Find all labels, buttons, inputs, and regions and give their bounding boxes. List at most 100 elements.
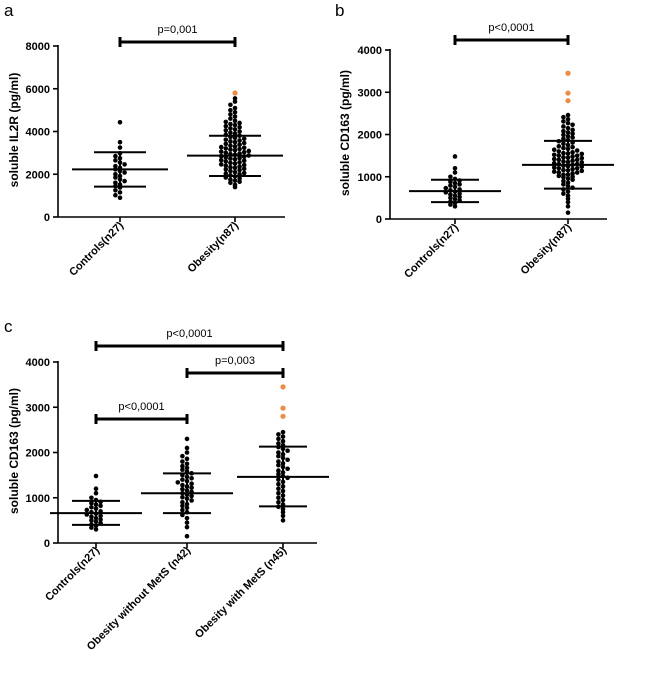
data-point [223,150,229,156]
data-point [223,163,229,168]
data-point [223,159,229,164]
data-point [180,507,185,513]
data-point [175,480,181,485]
data-point [443,185,449,191]
data-point [180,482,185,488]
data-point [223,123,229,129]
data-point [237,129,242,134]
y-tick-label: 0 [44,538,50,550]
data-point [228,177,233,182]
data-point [551,156,557,162]
data-point [237,179,242,185]
data-point [184,450,190,455]
data-point [565,120,571,126]
y-tick-label: 4000 [26,357,50,369]
data-point [228,147,233,152]
data-point [232,109,238,115]
data-point [276,459,281,464]
data-point [180,453,185,459]
data-point [565,130,571,135]
data-point [218,144,224,150]
data-point [570,154,575,159]
data-point [570,131,575,136]
data-point [189,493,194,499]
data-point [122,170,127,175]
data-point [237,124,242,130]
data-point [241,162,247,168]
data-point [570,158,575,163]
data-point [556,166,562,171]
data-point [189,485,194,491]
data-point [448,183,453,188]
data-point [246,148,252,154]
data-point [276,486,281,492]
data-point [232,182,238,188]
data-point [189,475,194,481]
data-point [228,130,233,135]
data-point [180,467,185,472]
y-tick-label: 0 [44,212,50,224]
data-point [184,436,190,442]
data-point [241,140,247,146]
data-point [113,192,118,198]
data-point [184,520,190,525]
data-point [241,145,247,151]
data-point [579,160,585,165]
data-point [180,463,185,469]
data-point [89,495,94,501]
data-point [448,174,453,180]
data-point [448,195,453,201]
panel-a-letter: a [4,1,14,20]
data-point [561,114,566,120]
outlier-point [565,70,571,76]
data-point [98,503,103,509]
data-point [551,165,557,170]
data-point [228,125,233,131]
data-point [276,436,281,442]
data-point [232,99,238,104]
data-point [285,457,290,463]
data-point [452,154,458,159]
data-point [452,166,458,171]
data-point [565,204,571,209]
data-point [89,504,94,510]
outlier-point [280,405,286,411]
data-point [113,153,118,159]
data-point [184,515,190,521]
data-point [237,120,242,126]
data-point [189,481,194,487]
y-tick-label: 2000 [358,130,382,142]
outlier-point [565,98,571,104]
data-point [561,124,566,129]
data-point [561,132,566,138]
y-tick-label: 3000 [358,87,382,99]
data-point [551,152,557,158]
data-point [84,507,90,513]
data-point [565,125,571,131]
data-point [556,153,562,158]
data-point [285,466,290,472]
p-value-label: p=0,001 [157,24,197,36]
data-point [223,119,229,125]
panel-b: b soluble CD163 (pg/ml) 0 1000 2000 3000 400… [335,1,614,281]
data-point [285,448,290,453]
data-point [237,155,242,161]
data-point [561,141,566,147]
data-point [565,189,571,194]
data-point [276,477,281,482]
data-point [113,180,118,186]
data-point [561,159,566,164]
data-point [223,167,229,172]
data-point [570,144,575,150]
data-point [570,122,575,128]
data-point [113,175,118,180]
data-point [561,145,566,151]
data-point [232,127,238,132]
data-point [117,190,123,195]
data-point [556,173,562,179]
data-point [579,151,585,157]
data-point [89,525,94,530]
data-point [457,194,462,200]
data-point [237,164,242,169]
data-point [241,158,247,164]
